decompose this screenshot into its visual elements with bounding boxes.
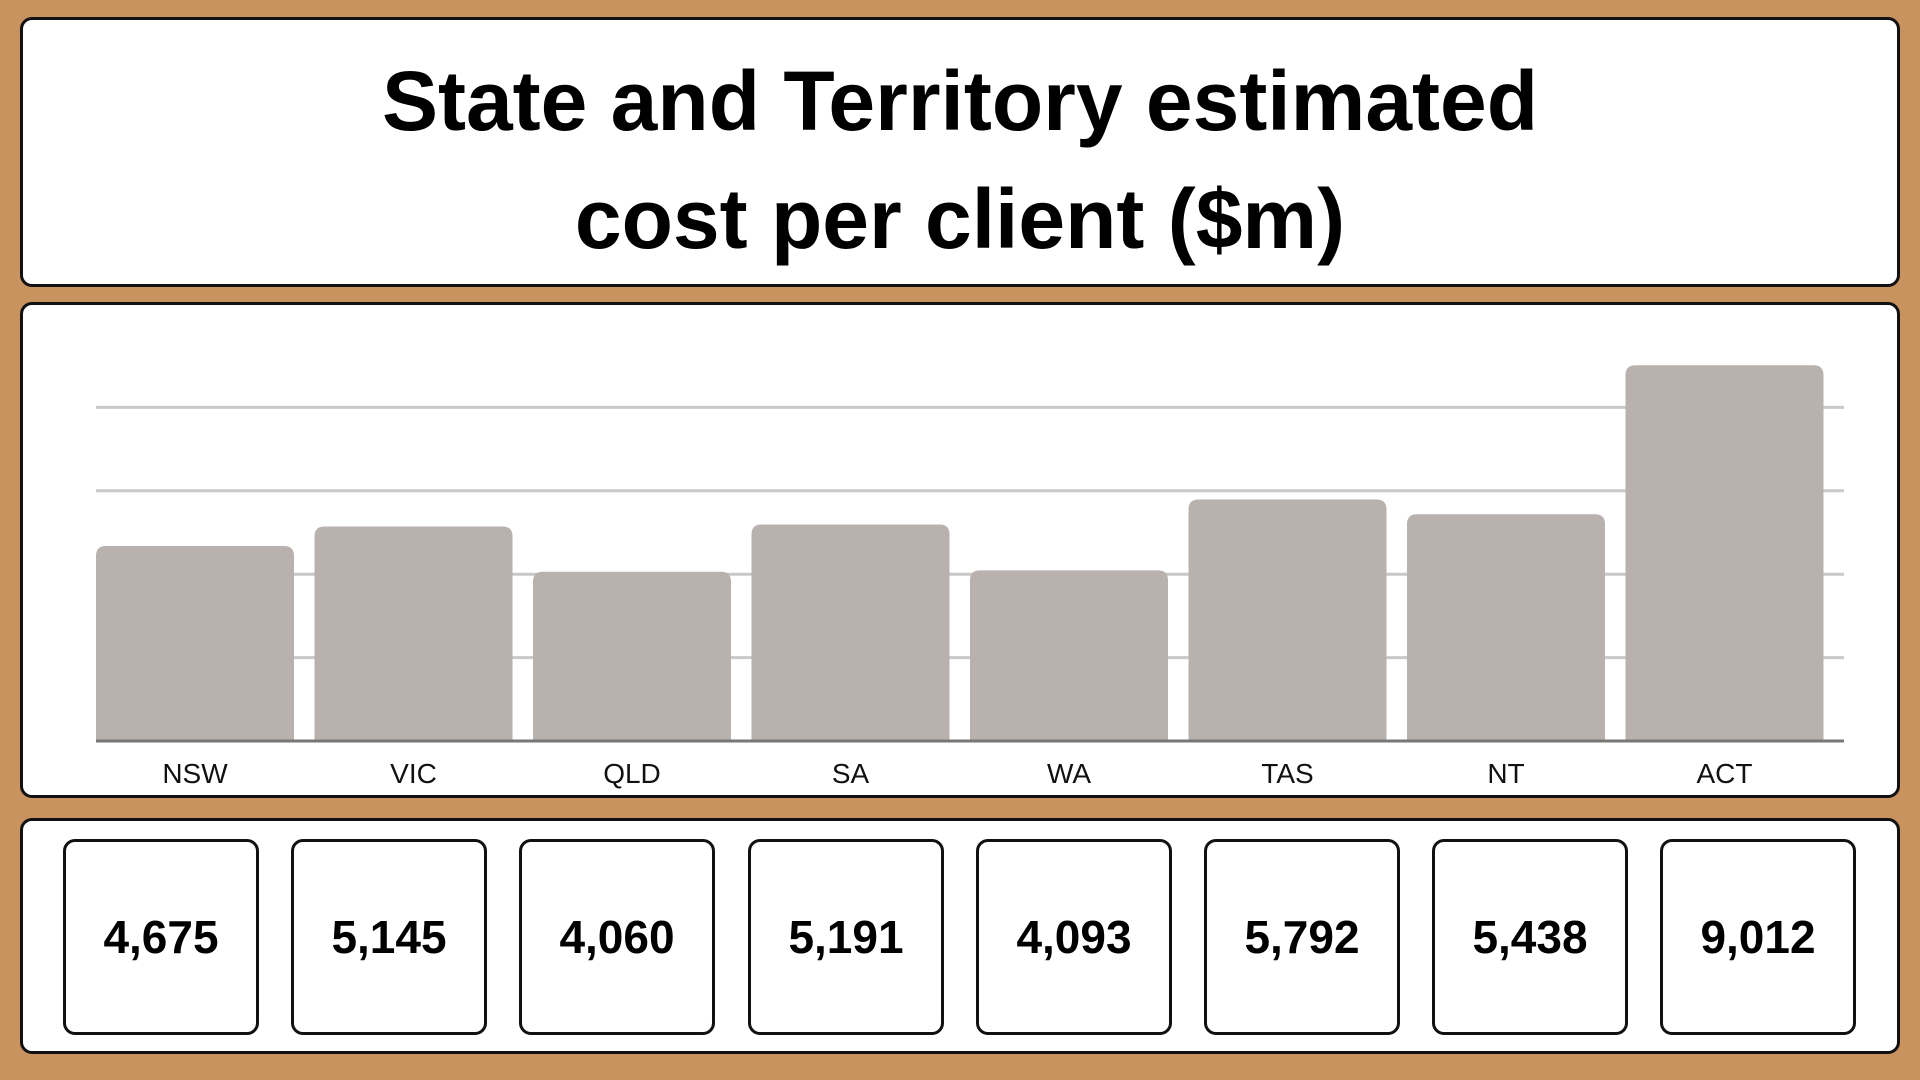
chart-title: State and Territory estimated cost per c… bbox=[23, 42, 1897, 278]
tick-label-tas: TAS bbox=[1261, 758, 1313, 789]
chart-title-line-1: State and Territory estimated bbox=[381, 54, 1539, 148]
value-card-act: 9,012 bbox=[1660, 839, 1856, 1035]
bar-chart: NSW VIC QLD SA WA TAS NT ACT bbox=[96, 365, 1844, 789]
value-card-tas: 5,792 bbox=[1204, 839, 1400, 1035]
chart-title-line-2: cost per client ($m) bbox=[574, 172, 1346, 266]
tick-label-act: ACT bbox=[1697, 758, 1753, 789]
values-panel: 4,675 5,145 4,060 5,191 4,093 5,792 5,438 9,012 bbox=[20, 818, 1900, 1054]
bar-nt bbox=[1407, 514, 1605, 741]
tick-label-nsw: NSW bbox=[162, 758, 228, 789]
bar-vic bbox=[314, 526, 513, 741]
tick-label-nt: NT bbox=[1487, 758, 1524, 789]
value-card-nt: 5,438 bbox=[1432, 839, 1628, 1035]
bar-sa bbox=[751, 524, 950, 741]
title-panel: State and Territory estimated cost per c… bbox=[20, 17, 1900, 287]
value-card-qld: 4,060 bbox=[519, 839, 715, 1035]
value-card-wa: 4,093 bbox=[976, 839, 1172, 1035]
bar-qld bbox=[533, 571, 731, 741]
chart-panel: NSW VIC QLD SA WA TAS NT ACT bbox=[20, 302, 1900, 798]
value-card-sa: 5,191 bbox=[748, 839, 944, 1035]
tick-label-vic: VIC bbox=[390, 758, 437, 789]
value-card-nsw: 4,675 bbox=[63, 839, 259, 1035]
tick-label-qld: QLD bbox=[603, 758, 661, 789]
bar-tas bbox=[1188, 499, 1387, 741]
tick-label-wa: WA bbox=[1047, 758, 1091, 789]
bar-act bbox=[1625, 365, 1824, 741]
value-card-vic: 5,145 bbox=[291, 839, 487, 1035]
bar-nsw bbox=[96, 546, 294, 741]
tick-label-sa: SA bbox=[832, 758, 870, 789]
bar-wa bbox=[970, 570, 1168, 741]
